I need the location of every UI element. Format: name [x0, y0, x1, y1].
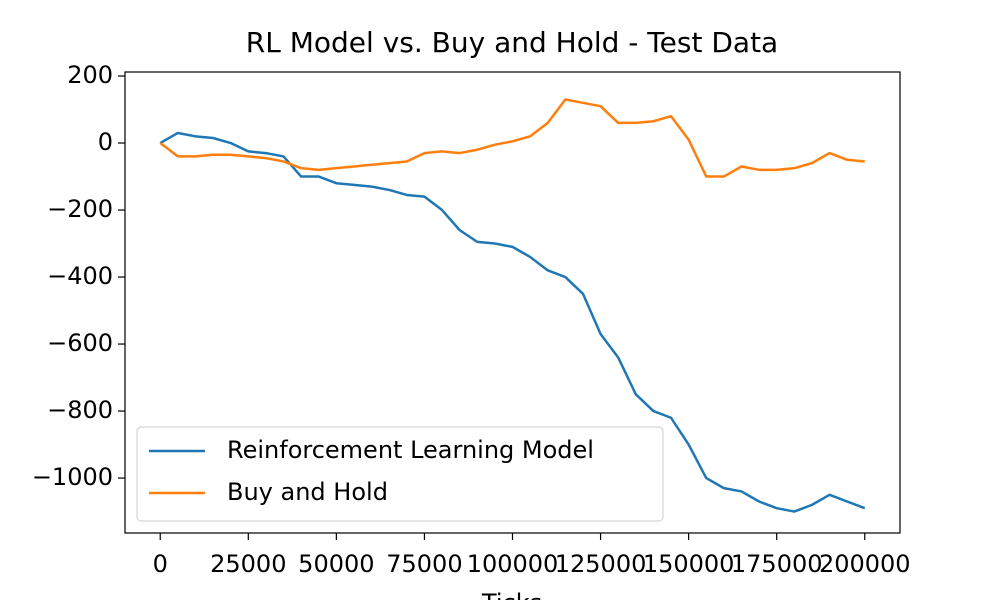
legend-box [136, 426, 664, 522]
y-tick-label: −400 [47, 262, 113, 290]
x-tick-label: 50000 [298, 550, 374, 578]
plot-frame [124, 71, 901, 534]
x-tick-label: 150000 [643, 550, 735, 578]
x-tick-label: 125000 [555, 550, 647, 578]
y-tick-label: 200 [67, 61, 113, 89]
legend-label: Reinforcement Learning Model [227, 436, 594, 464]
x-tick-label: 100000 [467, 550, 559, 578]
x-tick-label: 0 [153, 550, 168, 578]
y-tick-label: −800 [47, 396, 113, 424]
data-line [159, 131, 866, 513]
chart-title: RL Model vs. Buy and Hold - Test Data [246, 26, 778, 59]
legend-label: Buy and Hold [227, 478, 388, 506]
x-tick-label: 175000 [731, 550, 823, 578]
y-tick-label: 0 [98, 128, 113, 156]
y-tick-label: −600 [47, 329, 113, 357]
x-axis-label: Ticks [481, 589, 542, 600]
x-tick-label: 200000 [819, 550, 911, 578]
x-tick-label: 25000 [210, 550, 286, 578]
y-tick-label: −1000 [32, 463, 113, 491]
x-tick-label: 75000 [386, 550, 462, 578]
y-tick-label: −200 [47, 195, 113, 223]
data-line [159, 98, 865, 178]
